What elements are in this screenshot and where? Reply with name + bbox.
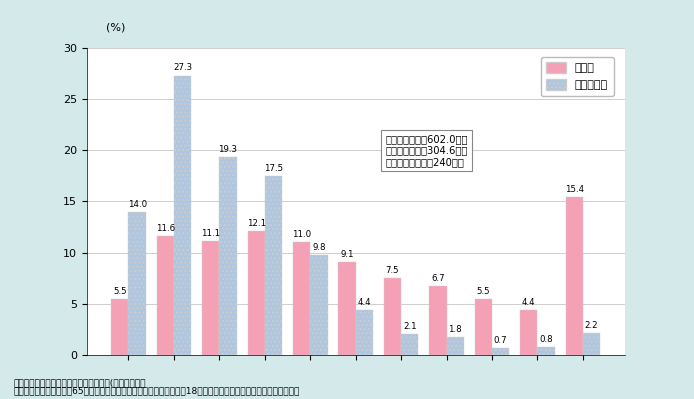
Text: 2.2: 2.2	[585, 320, 598, 330]
Text: 0.8: 0.8	[539, 335, 553, 344]
Bar	[566, 198, 583, 355]
Bar	[475, 299, 492, 355]
Bar	[430, 286, 446, 355]
Text: 0.7: 0.7	[494, 336, 507, 345]
Text: 15.4: 15.4	[565, 185, 584, 194]
Text: 5.5: 5.5	[477, 287, 490, 296]
Bar	[202, 241, 219, 355]
Bar	[219, 158, 237, 355]
Bar	[265, 176, 282, 355]
Text: 7.5: 7.5	[386, 266, 399, 275]
Text: 17.5: 17.5	[264, 164, 283, 173]
Bar	[492, 348, 509, 355]
Bar	[174, 75, 191, 355]
Bar	[339, 262, 355, 355]
Text: 1.8: 1.8	[448, 325, 462, 334]
Text: 2.1: 2.1	[403, 322, 416, 330]
Text: 11.0: 11.0	[292, 230, 311, 239]
Bar	[157, 236, 174, 355]
Bar	[355, 310, 373, 355]
Bar	[111, 299, 128, 355]
Text: 全世帯平均　　602.0万円
高齢者世帯平均304.6万円
高齢者世帯中央値240万円: 全世帯平均 602.0万円 高齢者世帯平均304.6万円 高齢者世帯中央値240…	[385, 134, 468, 167]
Bar	[446, 337, 464, 355]
Text: 4.4: 4.4	[522, 298, 536, 307]
Text: 9.1: 9.1	[340, 250, 354, 259]
Legend: 全世帯, 高齢者世帯: 全世帯, 高齢者世帯	[541, 57, 613, 96]
Bar	[128, 212, 146, 355]
Text: 11.1: 11.1	[201, 229, 220, 238]
Text: (%): (%)	[105, 22, 125, 33]
Text: 9.8: 9.8	[312, 243, 325, 252]
Text: （注）高齢者世帯とは、65歳以上の者のみで構成するか、又はこれに18歳未満の未婚の者が加わった世帯をいう。: （注）高齢者世帯とは、65歳以上の者のみで構成するか、又はこれに18歳未満の未婚…	[14, 386, 301, 395]
Bar	[310, 255, 328, 355]
Bar	[248, 231, 265, 355]
Text: 27.3: 27.3	[173, 63, 192, 73]
Bar	[583, 333, 600, 355]
Text: 資料：厚生労働省「国民生活基礎調査」(平成１４年）: 資料：厚生労働省「国民生活基礎調査」(平成１４年）	[14, 378, 146, 387]
Bar	[384, 279, 401, 355]
Bar	[537, 347, 555, 355]
Bar	[401, 334, 418, 355]
Text: 12.1: 12.1	[246, 219, 266, 228]
Bar	[293, 243, 310, 355]
Text: 6.7: 6.7	[431, 275, 445, 283]
Text: 19.3: 19.3	[219, 145, 237, 154]
Text: 14.0: 14.0	[128, 200, 146, 209]
Text: 5.5: 5.5	[113, 287, 126, 296]
Bar	[520, 310, 537, 355]
Text: 4.4: 4.4	[357, 298, 371, 307]
Text: 11.6: 11.6	[155, 224, 175, 233]
